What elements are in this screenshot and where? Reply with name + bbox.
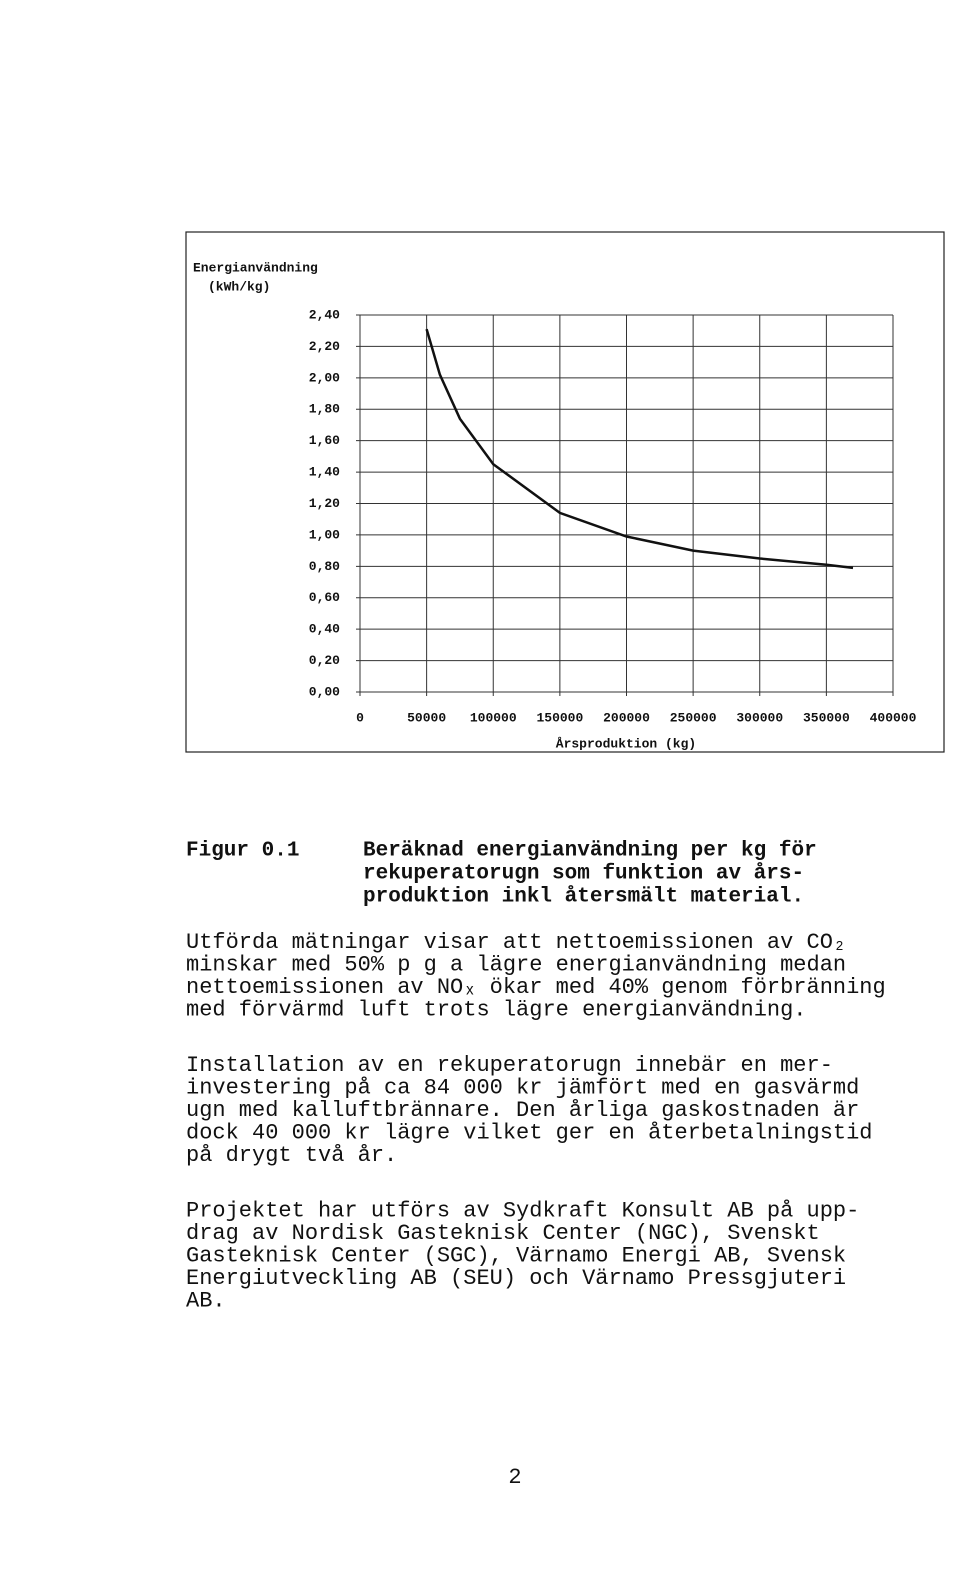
x-tick-label: 300000 (736, 710, 783, 725)
paragraph-line: Projektet har utförs av Sydkraft Konsult… (186, 1198, 859, 1223)
y-tick-label: 1,20 (309, 496, 340, 511)
paragraph-line: Gasteknisk Center (SGC), Värnamo Energi … (186, 1243, 846, 1268)
y-tick-label: 0,20 (309, 653, 340, 668)
paragraph-line: på drygt två år. (186, 1143, 397, 1168)
y-tick-label: 1,80 (309, 402, 340, 417)
y-tick-label: 0,60 (309, 590, 340, 605)
y-tick-label: 0,00 (309, 684, 340, 699)
y-axis-label: Energianvändning (193, 260, 318, 275)
data-line (425, 328, 854, 570)
y-tick-label: 2,40 (309, 307, 340, 322)
x-tick-label: 0 (356, 710, 364, 725)
caption-label: Figur 0.1 (186, 840, 299, 863)
paragraph-line: drag av Nordisk Gasteknisk Center (NGC),… (186, 1221, 820, 1246)
page-number: 2 (508, 1465, 521, 1490)
x-tick-label: 50000 (407, 710, 446, 725)
chart-frame (185, 231, 945, 753)
x-tick-label: 250000 (670, 710, 717, 725)
x-tick-label: 150000 (536, 710, 583, 725)
paragraph-line: med förvärmd luft trots lägre energianvä… (186, 997, 807, 1022)
y-tick-label: 2,20 (309, 339, 340, 354)
caption-line: Beräknad energianvändning per kg för (363, 840, 817, 863)
y-tick-label: 1,00 (309, 527, 340, 542)
y-tick-label: 1,40 (309, 465, 340, 480)
paragraph-line: nettoemissionen av NOₓ ökar med 40% geno… (186, 975, 886, 1000)
paragraph-line: Utförda mätningar visar att nettoemissio… (186, 930, 846, 955)
y-tick-label: 0,80 (309, 559, 340, 574)
paragraph-line: AB. (186, 1288, 226, 1313)
paragraph-line: minskar med 50% p g a lägre energianvänd… (186, 952, 846, 977)
y-tick-label: 2,00 (309, 370, 340, 385)
paragraph-line: investering på ca 84 000 kr jämfört med … (186, 1075, 859, 1100)
paragraph-line: dock 40 000 kr lägre vilket ger en återb… (186, 1120, 873, 1145)
caption-line: rekuperatorugn som funktion av års- (363, 863, 804, 886)
x-tick-label: 100000 (470, 710, 517, 725)
y-tick-label: 0,40 (309, 622, 340, 637)
paragraph-line: Energiutveckling AB (SEU) och Värnamo Pr… (186, 1266, 846, 1291)
x-tick-label: 200000 (603, 710, 650, 725)
paragraph-line: Installation av en rekuperatorugn innebä… (186, 1053, 833, 1078)
paragraph-line: ugn med kalluftbrännare. Den årliga gask… (186, 1098, 859, 1123)
caption-line: produktion inkl återsmält material. (363, 886, 804, 909)
y-tick-label: 1,60 (309, 433, 340, 448)
x-tick-label: 350000 (803, 710, 850, 725)
y-axis-label: (kWh/kg) (208, 279, 270, 294)
x-tick-label: 400000 (870, 710, 917, 725)
x-axis-label: Årsproduktion (kg) (556, 736, 696, 751)
